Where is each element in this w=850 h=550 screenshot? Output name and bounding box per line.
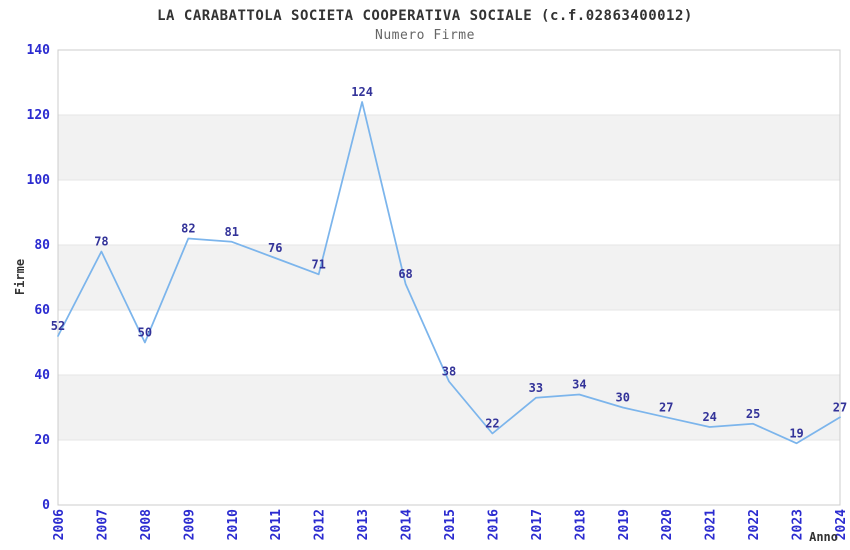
x-axis-tick-label: 2009 (182, 509, 197, 540)
x-axis-tick-label: 2017 (530, 509, 545, 540)
data-label: 33 (529, 381, 543, 395)
data-label: 124 (351, 85, 373, 99)
data-label: 34 (572, 378, 586, 392)
x-axis-tick-label: 2008 (139, 509, 154, 540)
data-label: 50 (138, 326, 152, 340)
y-axis-tick-label: 0 (42, 498, 50, 513)
data-label: 38 (442, 365, 456, 379)
plot-band (58, 245, 840, 310)
x-axis-tick-label: 2021 (704, 509, 719, 540)
data-label: 27 (659, 400, 673, 414)
x-axis-tick-label: 2022 (747, 509, 762, 540)
data-label: 25 (746, 407, 760, 421)
y-axis-tick-label: 100 (27, 173, 51, 188)
x-axis-tick-label: 2006 (52, 509, 67, 540)
x-axis-tick-label: 2018 (573, 509, 588, 540)
chart-subtitle: Numero Firme (375, 28, 475, 43)
data-label: 68 (398, 267, 412, 281)
x-axis-tick-label: 2007 (95, 509, 110, 540)
x-axis-title: Anno (809, 530, 838, 544)
data-label: 27 (833, 400, 847, 414)
data-label: 82 (181, 222, 195, 236)
y-axis-tick-label: 120 (27, 108, 51, 123)
data-label: 24 (702, 410, 716, 424)
data-label: 76 (268, 241, 282, 255)
x-axis-tick-label: 2010 (226, 509, 241, 540)
x-axis-tick-label: 2020 (660, 509, 675, 540)
data-label: 71 (311, 257, 325, 271)
x-axis-tick-label: 2013 (356, 509, 371, 540)
x-axis-tick-label: 2015 (443, 509, 458, 540)
plot-band (58, 375, 840, 440)
x-axis-tick-label: 2024 (834, 509, 849, 540)
y-axis-tick-label: 140 (27, 43, 51, 58)
data-label: 22 (485, 417, 499, 431)
y-axis-tick-label: 20 (34, 433, 50, 448)
x-axis-tick-label: 2016 (486, 509, 501, 540)
y-axis-title: Firme (13, 259, 27, 295)
data-label: 30 (616, 391, 630, 405)
x-axis-tick-label: 2023 (791, 509, 806, 540)
series-line (57, 101, 841, 445)
data-label: 81 (225, 225, 239, 239)
data-label: 52 (51, 319, 65, 333)
plot-band (58, 115, 840, 180)
chart-title: LA CARABATTOLA SOCIETA COOPERATIVA SOCIA… (157, 8, 693, 24)
x-axis-tick-label: 2012 (313, 509, 328, 540)
x-axis-tick-label: 2014 (400, 509, 415, 540)
x-axis-tick-label: 2019 (617, 509, 632, 540)
y-axis-tick-label: 40 (34, 368, 50, 383)
y-axis-tick-label: 60 (34, 303, 50, 318)
x-axis-tick-label: 2011 (269, 509, 284, 540)
data-label: 19 (789, 426, 803, 440)
data-label: 78 (94, 235, 108, 249)
plot-border (57, 49, 841, 506)
y-axis-tick-label: 80 (34, 238, 50, 253)
